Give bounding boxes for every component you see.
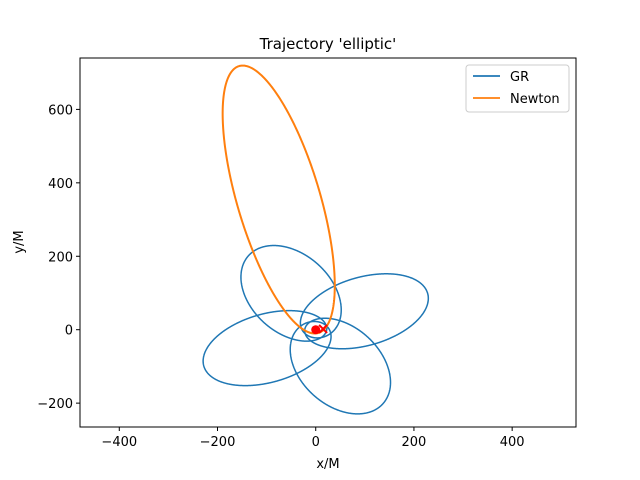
- x-axis-label: x/M: [316, 457, 339, 472]
- legend: GR Newton: [466, 65, 569, 112]
- x-tick-label: 200: [402, 435, 427, 450]
- legend-newton-label: Newton: [510, 92, 560, 107]
- x-tick-label: 400: [500, 435, 525, 450]
- x-tick-label: 0: [312, 435, 320, 450]
- y-tick-label: 0: [65, 324, 73, 339]
- y-tick-label: 400: [48, 177, 73, 192]
- y-tick-label: 600: [48, 103, 73, 118]
- y-axis-label: y/M: [12, 230, 27, 253]
- y-tick-label: −200: [37, 397, 73, 412]
- center-dot-marker: [311, 325, 320, 334]
- x-tick-label: −400: [101, 435, 137, 450]
- y-tick-label: 200: [48, 250, 73, 265]
- chart-title: Trajectory 'elliptic': [259, 35, 397, 53]
- legend-gr-label: GR: [510, 70, 529, 85]
- x-tick-label: −200: [200, 435, 236, 450]
